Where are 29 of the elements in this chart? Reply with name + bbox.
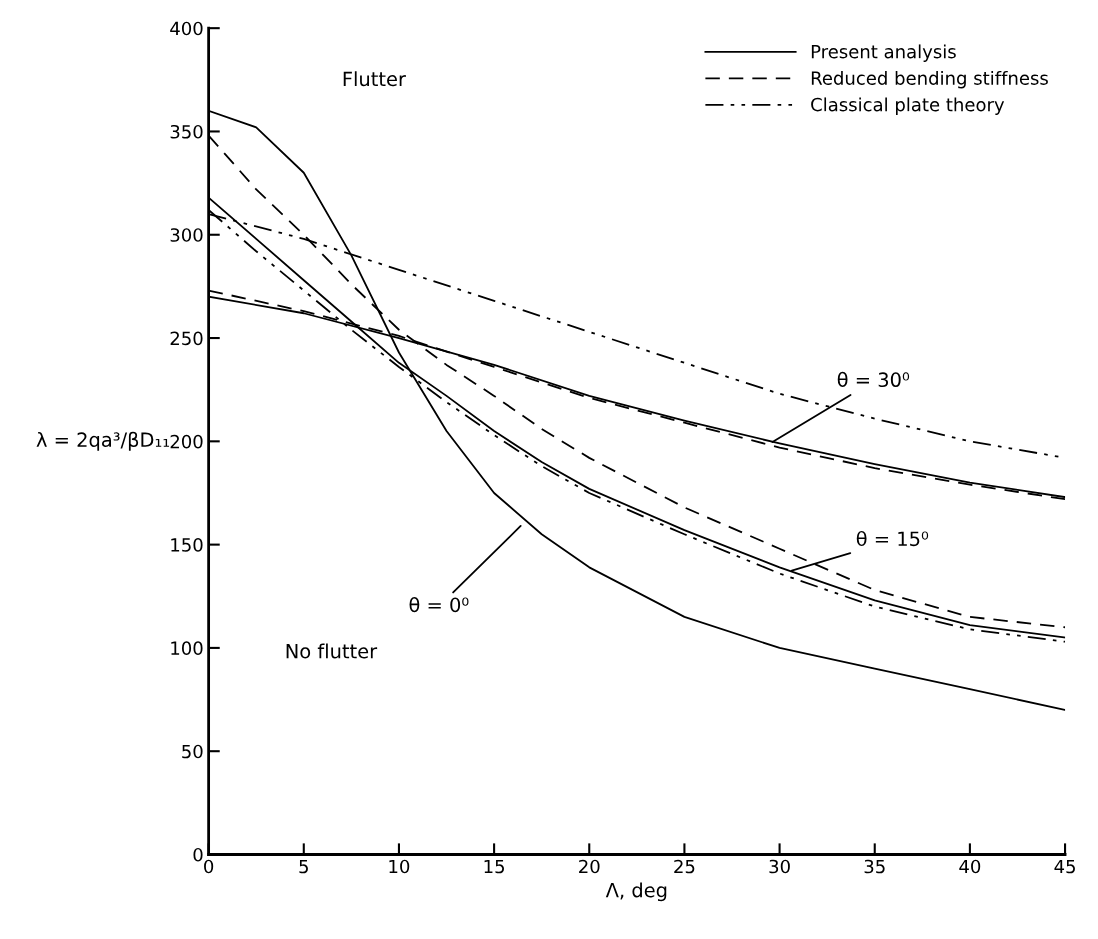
y-tick-label: 100 bbox=[171, 641, 203, 656]
y-tick-label: 0 bbox=[193, 847, 203, 862]
annotation: θ = 30⁰ bbox=[837, 371, 910, 388]
annotation: Flutter bbox=[343, 71, 406, 87]
x-tick-label: 40 bbox=[959, 859, 981, 874]
legend-label: Present analysis bbox=[811, 44, 956, 62]
legend-label: Classical plate theory bbox=[811, 97, 1005, 115]
y-tick-label: 350 bbox=[170, 124, 203, 139]
x-tick-label: 25 bbox=[674, 859, 695, 874]
x-tick-label: 10 bbox=[389, 859, 410, 874]
annotation: No flutter bbox=[286, 643, 378, 659]
legend-label: Reduced bending stiffness bbox=[811, 70, 1048, 89]
x-axis-title: Λ, deg bbox=[605, 882, 667, 902]
y-axis-title: λ = 2qa³/βD₁₁ bbox=[36, 431, 170, 451]
x-tick-label: 30 bbox=[769, 859, 790, 874]
y-tick-label: 150 bbox=[171, 538, 203, 552]
x-tick-label: 5 bbox=[299, 859, 308, 874]
y-tick-label: 400 bbox=[170, 21, 203, 36]
annotation: θ = 0⁰ bbox=[409, 597, 469, 613]
y-tick-label: 200 bbox=[170, 434, 203, 449]
annotation: θ = 15⁰ bbox=[856, 530, 929, 547]
x-tick-label: 0 bbox=[204, 859, 214, 874]
y-tick-label: 300 bbox=[170, 228, 203, 242]
x-tick-label: 45 bbox=[1054, 859, 1075, 874]
y-tick-label: 250 bbox=[170, 331, 203, 346]
x-tick-label: 35 bbox=[864, 859, 885, 874]
y-tick-label: 50 bbox=[182, 744, 203, 759]
x-tick-label: 20 bbox=[579, 859, 600, 874]
x-tick-label: 15 bbox=[484, 859, 505, 874]
